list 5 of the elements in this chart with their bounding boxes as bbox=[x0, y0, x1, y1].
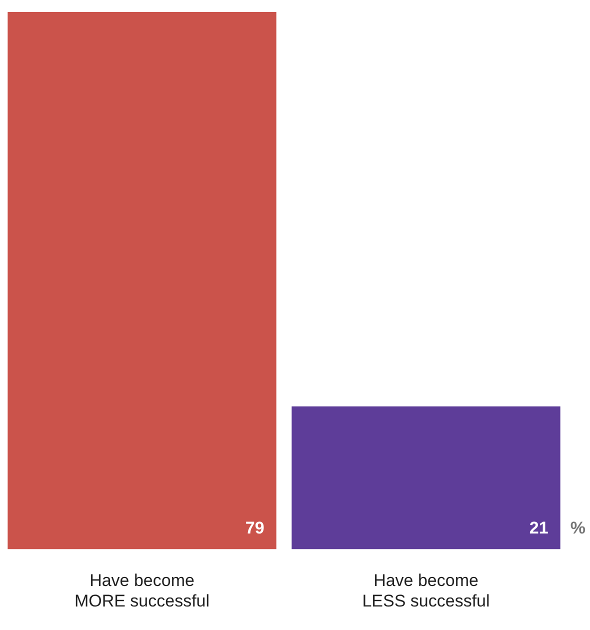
x-tick-label: Have become MORE successful bbox=[74, 571, 210, 610]
x-tick-label: Have become LESS successful bbox=[362, 571, 490, 610]
text: % bbox=[570, 518, 586, 538]
data-label: 79 bbox=[245, 518, 264, 538]
data-label: 21 bbox=[529, 518, 548, 538]
